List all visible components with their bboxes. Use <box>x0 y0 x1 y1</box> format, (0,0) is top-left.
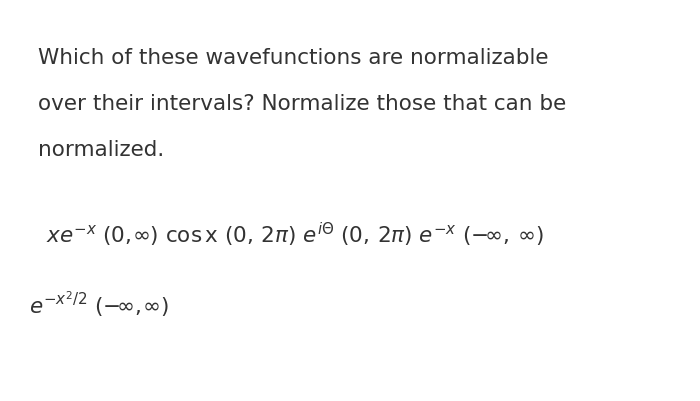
Text: over their intervals? Normalize those that can be: over their intervals? Normalize those th… <box>38 94 567 114</box>
Text: $e^{-x^2/2}$ $(-\!\infty,\!\infty)$: $e^{-x^2/2}$ $(-\!\infty,\!\infty)$ <box>29 290 169 320</box>
Text: Which of these wavefunctions are normalizable: Which of these wavefunctions are normali… <box>38 48 549 68</box>
Text: normalized.: normalized. <box>38 140 164 160</box>
Text: $xe^{-x}$ $(0,\!\infty)$ $\mathrm{cos\,x}$ $(0,\,2\pi)$ $e^{i\Theta}$ $(0,\,2\pi: $xe^{-x}$ $(0,\!\infty)$ $\mathrm{cos\,x… <box>46 221 543 249</box>
